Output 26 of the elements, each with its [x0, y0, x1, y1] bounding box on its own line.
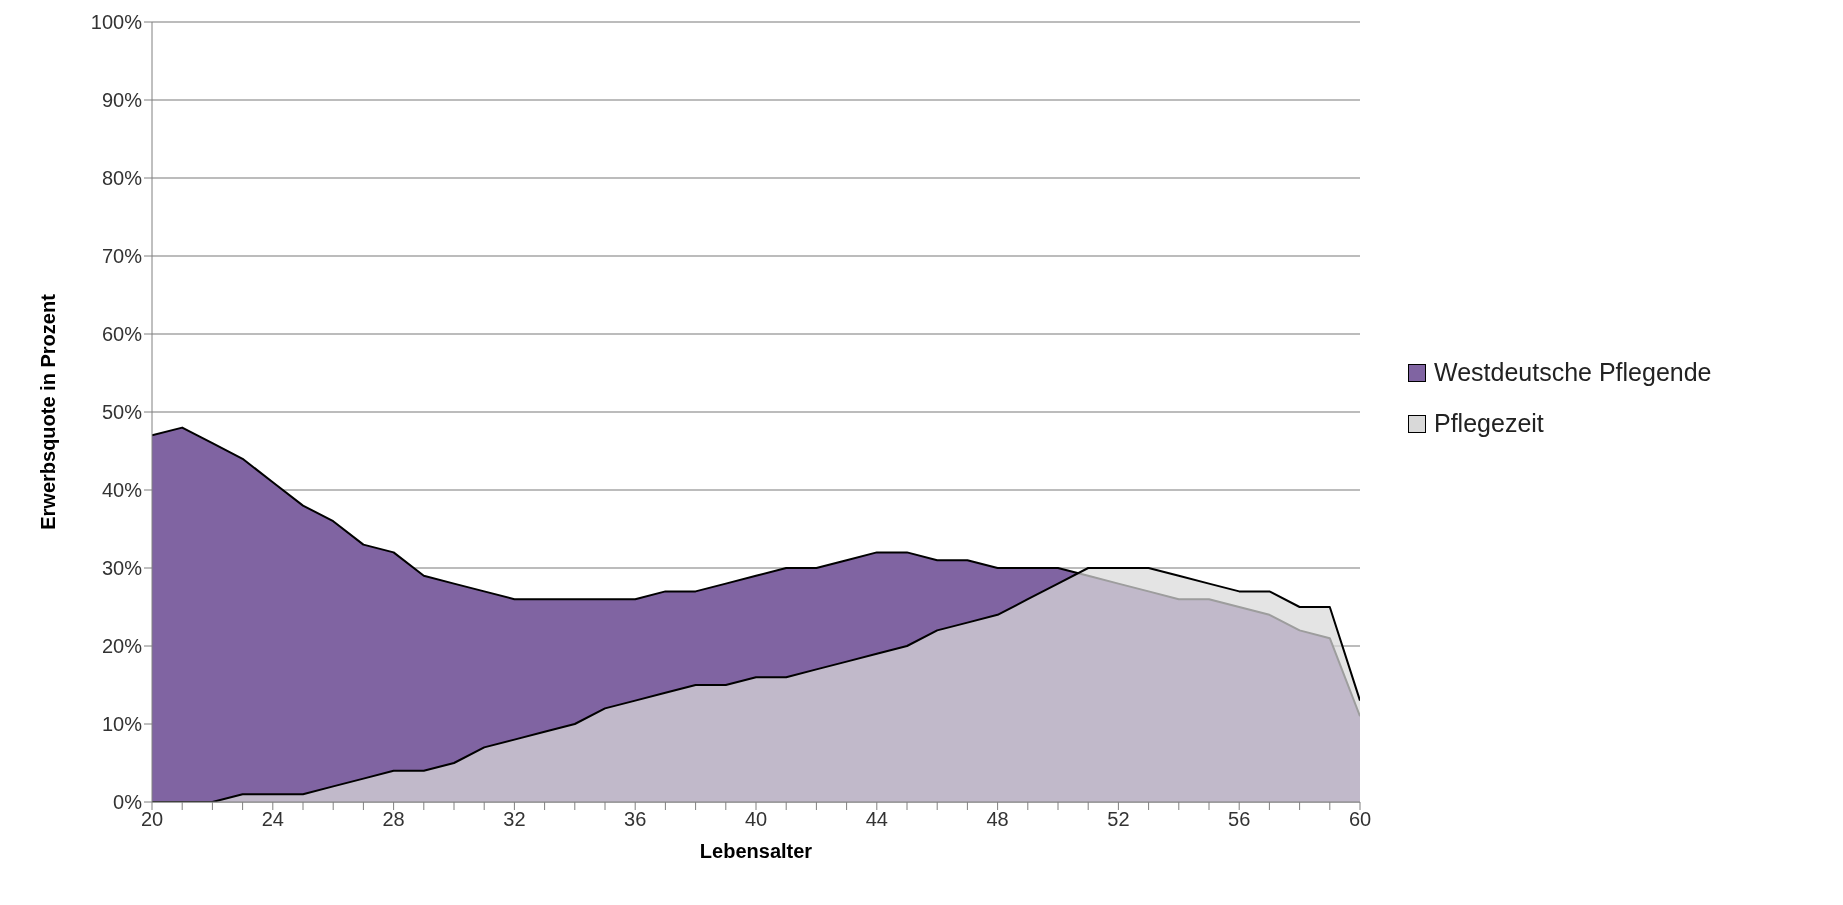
- legend-label: Pflegezeit: [1434, 409, 1544, 438]
- x-tick-label: 20: [140, 808, 164, 831]
- y-tick-label: 50%: [101, 401, 143, 424]
- y-tick-label: 90%: [101, 89, 143, 112]
- x-tick-label: 52: [1107, 808, 1130, 831]
- x-tick-label: 40: [744, 808, 768, 831]
- x-tick-label: 44: [865, 808, 888, 831]
- x-tick-label: 60: [1348, 808, 1372, 831]
- y-tick-label: 80%: [101, 167, 143, 190]
- legend-label: Westdeutsche Pflegende: [1434, 358, 1712, 387]
- x-tick-label: 24: [261, 808, 284, 831]
- y-tick-label: 0%: [113, 791, 143, 814]
- y-axis-title: Erwerbsquote in Prozent: [37, 293, 60, 530]
- x-tick-label: 32: [503, 808, 526, 831]
- x-tick-label: 36: [624, 808, 647, 831]
- y-tick-label: 70%: [101, 245, 143, 268]
- x-tick-label: 48: [986, 808, 1009, 831]
- y-tick-label: 10%: [101, 713, 143, 736]
- y-tick-label: 40%: [101, 479, 143, 502]
- y-tick-label: 20%: [101, 635, 143, 658]
- y-tick-label: 100%: [90, 11, 143, 34]
- x-tick-label: 28: [382, 808, 405, 831]
- x-tick-label: 56: [1228, 808, 1251, 831]
- y-tick-label: 30%: [101, 557, 143, 580]
- y-tick-label: 60%: [101, 323, 143, 346]
- x-axis-title: Lebensalter: [699, 840, 813, 862]
